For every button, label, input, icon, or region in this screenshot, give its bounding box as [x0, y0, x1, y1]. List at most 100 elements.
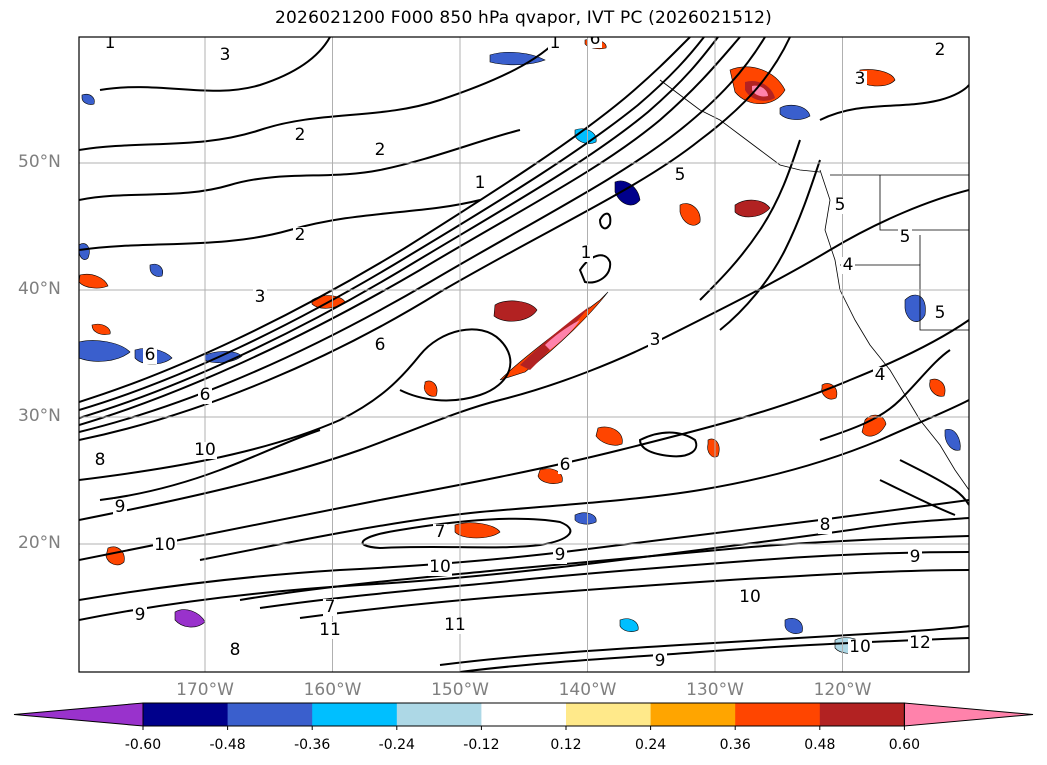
- contour-label-bg: [908, 549, 922, 566]
- contour-label-bg: [228, 642, 242, 659]
- boundaries: [659, 79, 969, 491]
- contour-label-bg: [558, 457, 572, 474]
- coastline: [659, 79, 821, 173]
- contour-line: [79, 37, 691, 403]
- contour-label-bg: [553, 547, 567, 564]
- contour-label-bg: [848, 639, 872, 656]
- contour-line: [79, 189, 969, 521]
- contour-label: 6: [560, 455, 571, 475]
- colorbar-segment: [396, 703, 482, 726]
- pos-anomaly-patch: [537, 468, 563, 484]
- contour-label: 8: [230, 640, 241, 660]
- contour-line: [99, 37, 331, 92]
- colorbar-tick-label: 0.36: [719, 737, 751, 753]
- contour-label-bg: [908, 635, 932, 652]
- contour-label: 1: [581, 243, 592, 263]
- contour-line: [99, 429, 321, 501]
- contour-label-bg: [143, 347, 157, 364]
- lon-label: 140°W: [558, 680, 617, 700]
- contour-label: 6: [145, 345, 156, 365]
- contour-label: 10: [849, 637, 871, 657]
- contour-line: [819, 84, 969, 121]
- colorbar-tick-label: -0.36: [294, 737, 331, 753]
- colorbar-tick-label: 0.60: [888, 737, 920, 753]
- neg-anomaly-patch: [784, 618, 803, 634]
- contour-label-bg: [933, 305, 947, 322]
- contour-label: 10: [154, 535, 176, 555]
- contour-label: 5: [935, 303, 946, 323]
- contour-label-bg: [153, 537, 177, 554]
- contour-label: 7: [325, 597, 336, 617]
- neg-anomaly-patch: [944, 429, 961, 451]
- contour-line: [79, 37, 705, 411]
- neg-anomaly-patch: [614, 180, 641, 206]
- contour-label: 2: [935, 40, 946, 60]
- contour-line: [439, 625, 969, 666]
- colorbar-segment: [143, 703, 229, 726]
- contour-label: 11: [319, 620, 341, 640]
- contour-label-bg: [433, 524, 447, 541]
- contour-label: 10: [194, 440, 216, 460]
- colorbar-tick-label: -0.48: [209, 737, 246, 753]
- lon-label: 130°W: [686, 680, 744, 700]
- contour-label: 9: [555, 545, 566, 565]
- contour-label: 5: [900, 227, 911, 247]
- contour-label-bg: [853, 71, 867, 88]
- neg-anomaly-patch: [489, 51, 546, 66]
- contour-label: 8: [95, 450, 106, 470]
- lat-label: 20°N: [18, 533, 61, 553]
- contour-label: 9: [115, 497, 126, 517]
- contour-label-bg: [933, 42, 947, 59]
- contour-line: [699, 139, 801, 301]
- pos-anomaly-patch: [423, 380, 438, 397]
- contour-label-bg: [473, 175, 487, 192]
- contour-label: 1: [550, 33, 561, 53]
- contour-line: [259, 551, 969, 609]
- neg-anomaly-patch: [79, 340, 131, 362]
- contour-line: [299, 569, 969, 619]
- contour-label: 1: [105, 33, 116, 53]
- contour-label: 2: [295, 125, 306, 145]
- contour-label: 7: [435, 522, 446, 542]
- neg-anomaly-patch: [619, 618, 639, 632]
- contour-line: [598, 212, 612, 230]
- pos-anomaly-patch: [595, 426, 623, 446]
- pos-anomaly-patch: [707, 438, 720, 458]
- colorbar-segment: [312, 703, 398, 726]
- contour-line: [361, 517, 572, 550]
- map-frame: [78, 36, 970, 673]
- contour-label-bg: [833, 197, 847, 214]
- colorbar-segment: [735, 703, 821, 726]
- state-border: [840, 264, 969, 331]
- pos-anomaly-patch: [929, 378, 946, 397]
- contour-line: [899, 459, 969, 506]
- contour-label-bg: [873, 367, 887, 384]
- lon-label: 160°W: [303, 680, 362, 700]
- contour-label-bg: [898, 229, 912, 246]
- colorbar-segment: [227, 703, 313, 726]
- neg-anomaly-patch: [779, 104, 811, 120]
- colorbar-extend-high: [903, 702, 1034, 727]
- contour-label-bg: [443, 617, 467, 634]
- contour-label-bg: [193, 442, 217, 459]
- contour-label: 12: [909, 633, 931, 653]
- pos-anomaly-patch: [493, 300, 538, 322]
- contour-label: 6: [375, 335, 386, 355]
- contour-label-bg: [318, 622, 342, 639]
- pos-anomaly-patch: [679, 203, 701, 226]
- contour-label: 9: [910, 547, 921, 567]
- contour-line: [79, 129, 521, 201]
- contour-label: 9: [655, 651, 666, 671]
- colorbar-tick-label: 0.48: [804, 737, 836, 753]
- contour-label: 4: [843, 255, 854, 275]
- contour-label: 1: [475, 173, 486, 193]
- contour-line: [819, 349, 951, 441]
- contour-label: 9: [135, 605, 146, 625]
- graticule: [79, 37, 969, 672]
- lon-label: 120°W: [813, 680, 872, 700]
- lat-label: 40°N: [18, 279, 61, 299]
- colorbar-tick-label: 0.24: [635, 737, 667, 753]
- ivt-contours: [79, 37, 969, 672]
- contour-label-bg: [323, 599, 337, 616]
